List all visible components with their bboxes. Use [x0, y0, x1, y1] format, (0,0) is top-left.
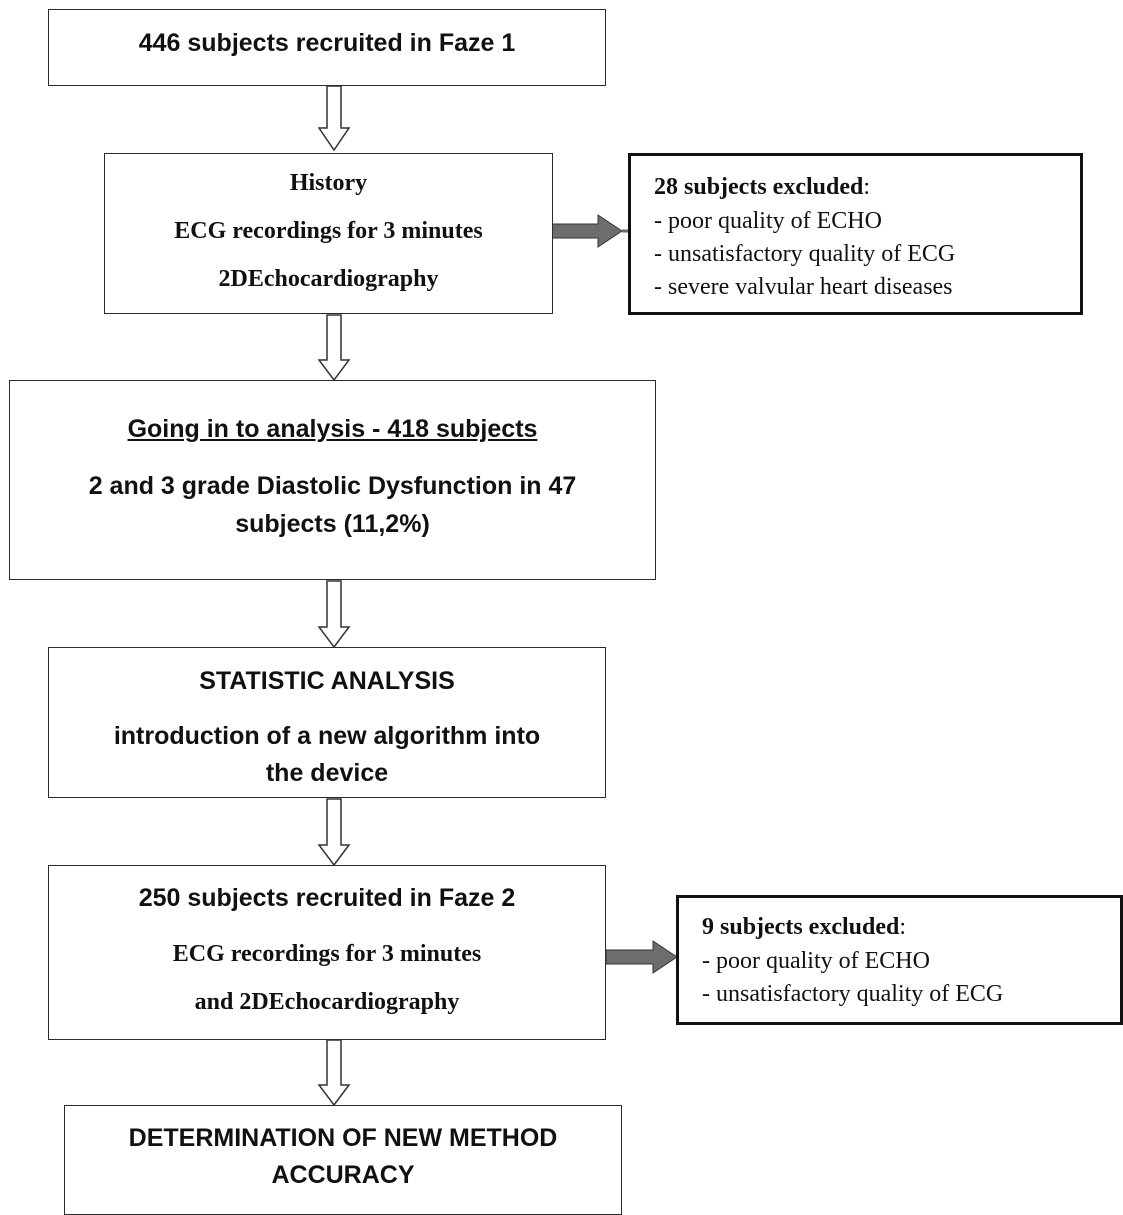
excluded-item: - severe valvular heart diseases	[654, 274, 953, 300]
excluded-item: - poor quality of ECHO	[654, 208, 882, 234]
statistic-analysis-box: STATISTIC ANALYSIS introduction of a new…	[48, 647, 606, 798]
down-arrow-4	[317, 798, 351, 867]
down-arrow-2	[317, 314, 351, 382]
phase2-recruitment-box: 250 subjects recruited in Faze 2 ECG rec…	[48, 865, 606, 1040]
excluded-title-phase2: 9 subjects excluded:	[702, 914, 907, 940]
diastolic-dysfunction-line2: subjects (11,2%)	[235, 510, 430, 538]
excluded-item: - unsatisfactory quality of ECG	[702, 981, 1004, 1007]
history-ecg-box: History ECG recordings for 3 minutes 2DE…	[104, 153, 553, 314]
right-arrow-2	[605, 940, 678, 974]
excluded-title-phase1: 28 subjects excluded:	[654, 174, 871, 200]
down-arrow-1	[317, 85, 351, 152]
phase1-recruitment-box: 446 subjects recruited in Faze 1	[48, 9, 606, 86]
down-arrow-3	[317, 580, 351, 649]
algorithm-line2: the device	[265, 759, 389, 787]
phase2-heading: 250 subjects recruited in Faze 2	[138, 884, 516, 912]
analysis-heading: Going in to analysis - 418 subjects	[127, 415, 538, 443]
down-arrow-5	[317, 1039, 351, 1107]
accuracy-line2: ACCURACY	[271, 1161, 415, 1189]
algorithm-line1: introduction of a new algorithm into	[113, 722, 541, 750]
right-arrow-1	[550, 214, 623, 248]
phase1-recruitment-text: 446 subjects recruited in Faze 1	[138, 29, 516, 57]
excluded-box-phase1: 28 subjects excluded: - poor quality of …	[628, 153, 1083, 315]
phase2-echo-line: and 2DEchocardiography	[194, 989, 460, 1015]
analysis-box: Going in to analysis - 418 subjects 2 an…	[9, 380, 656, 580]
ecg-recordings-label: ECG recordings for 3 minutes	[174, 218, 483, 244]
excluded-item: - unsatisfactory quality of ECG	[654, 241, 956, 267]
excluded-item: - poor quality of ECHO	[702, 948, 930, 974]
diastolic-dysfunction-line1: 2 and 3 grade Diastolic Dysfunction in 4…	[88, 472, 577, 500]
excluded-box-phase2: 9 subjects excluded: - poor quality of E…	[676, 895, 1123, 1025]
phase2-ecg-line: ECG recordings for 3 minutes	[172, 941, 482, 967]
accuracy-box: DETERMINATION OF NEW METHOD ACCURACY	[64, 1105, 622, 1215]
statistic-analysis-heading: STATISTIC ANALYSIS	[199, 667, 455, 695]
history-label: History	[289, 170, 368, 196]
echocardiography-label: 2DEchocardiography	[218, 266, 439, 292]
accuracy-line1: DETERMINATION OF NEW METHOD	[128, 1124, 558, 1152]
